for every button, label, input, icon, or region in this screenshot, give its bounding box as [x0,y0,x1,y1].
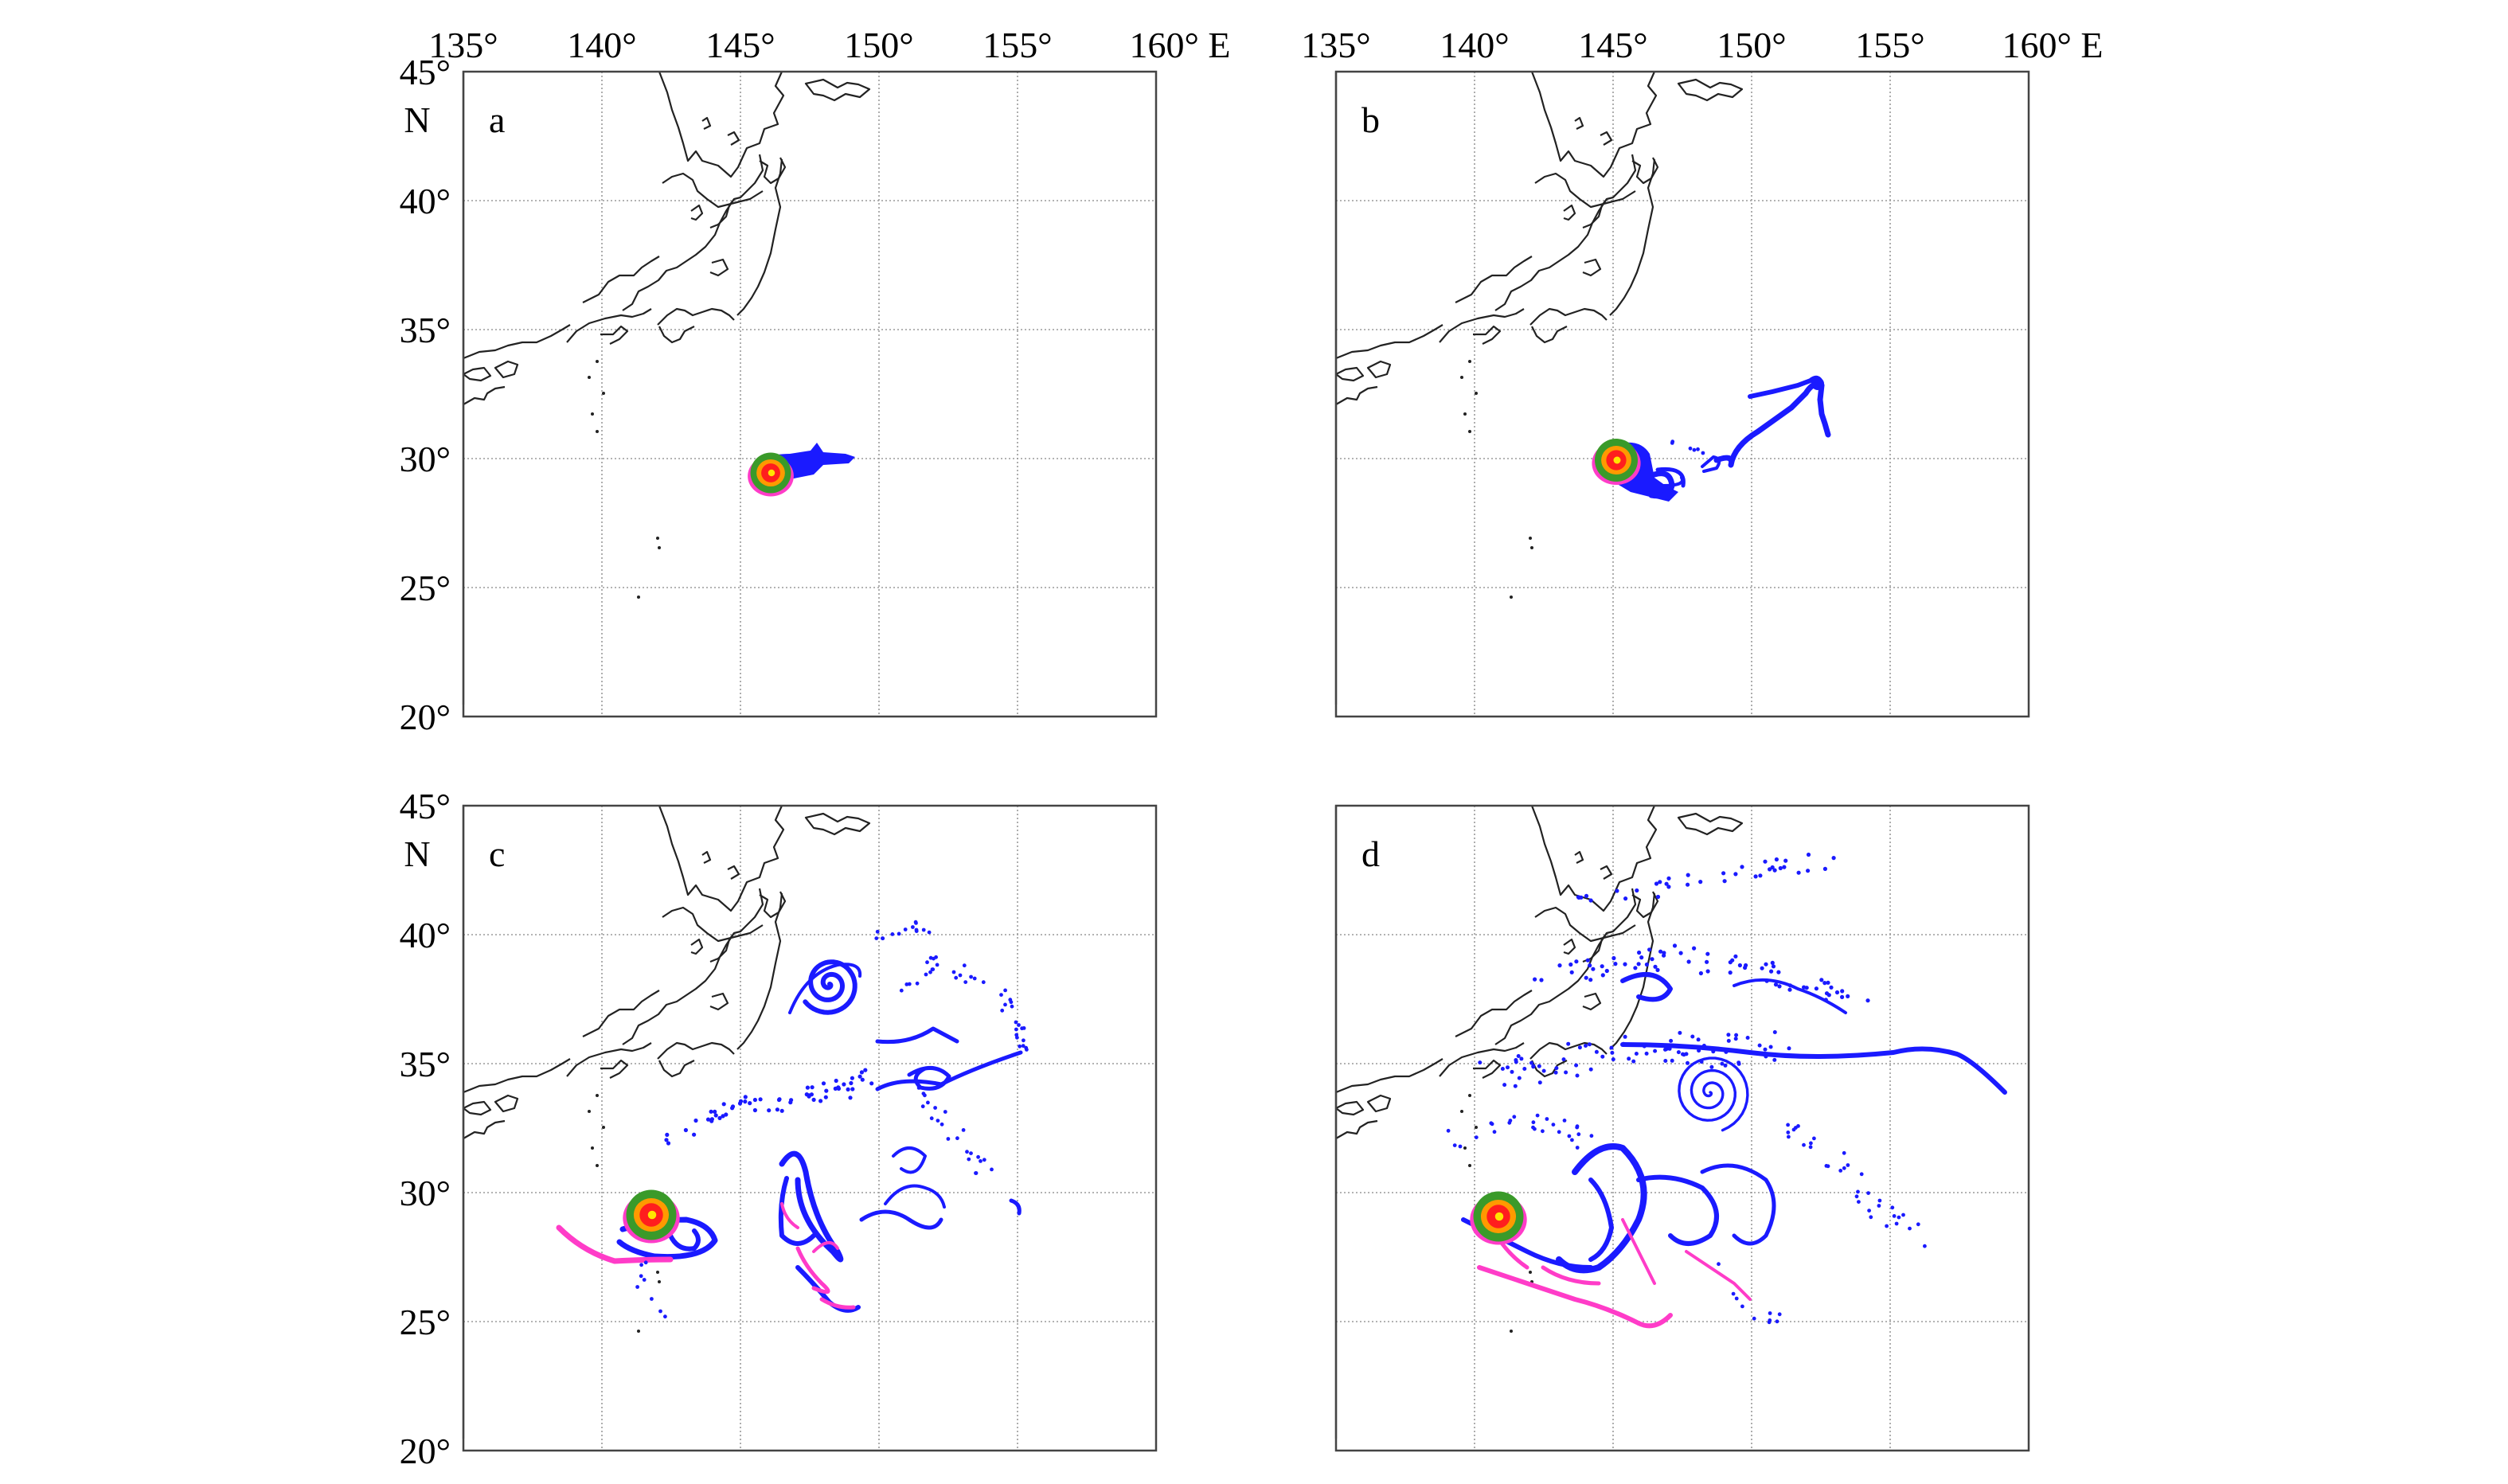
lat-tick-label: 40° [400,915,451,955]
panel-letter-c: c [489,834,505,874]
map-panel-c: c 45° 40° 35° 30° 25° 20° N [400,786,1158,1471]
graticule [1336,72,2029,717]
map-frame [462,804,1158,1452]
lat-tick-label: 35° [400,310,451,350]
panel-letter-b: b [1361,100,1380,140]
lon-tick-label: 135° [1301,25,1370,65]
lat-tick-label: 25° [400,1302,451,1342]
japan-coastline [1334,70,1744,706]
map-frame [462,70,1158,718]
lon-tick-label: 140° [567,25,636,65]
particle-plume-b [1592,375,1831,502]
lon-tick-label: 150° [1717,25,1786,65]
map-panel-d: d [1334,804,2030,1452]
particle-plume-a [748,443,855,497]
graticule [463,806,1156,1451]
lon-tick-label: 160° E [1130,25,1231,65]
lon-tick-label: 155° [982,25,1052,65]
lon-tick-label: 150° [844,25,913,65]
particle-plume-c [556,920,1029,1319]
lat-tick-label: 40° [400,181,451,221]
panel-letter-a: a [489,100,505,140]
lon-tick-label: 155° [1855,25,1924,65]
lon-tick-label: 140° [1440,25,1509,65]
lat-tick-label: 20° [400,1431,451,1471]
graticule [463,72,1156,717]
lon-tick-label: 145° [1578,25,1647,65]
lon-tick-label: 145° [705,25,775,65]
lat-tick-label: 25° [400,568,451,608]
lon-tick-label: 135° [428,25,498,65]
lat-tick-label: 45° [400,786,451,826]
map-frame [1334,70,2030,718]
particle-plume-d [1446,852,2007,1329]
lat-tick-label: 20° [400,697,451,737]
map-panel-a: a 135° 140° 145° 150° 155° 160° E 45° 40° 35° 30° 2… [400,25,1231,737]
japan-coastline [1334,804,1744,1440]
lat-tick-label: 35° [400,1044,451,1084]
lat-tick-label: 30° [400,439,451,479]
lat-tick-label: 30° [400,1173,451,1213]
japan-coastline [462,70,871,706]
lon-tick-label: 160° E [2002,25,2104,65]
japan-coastline [462,804,871,1440]
lat-unit-label: N [404,834,430,874]
lat-unit-label: N [404,100,430,140]
lat-tick-label: 45° [400,52,451,92]
graticule [1336,806,2029,1451]
panel-letter-d: d [1361,834,1380,874]
map-panel-b: b 135° 140° 145° 150° 155° 160° E [1301,25,2104,718]
map-frame [1334,804,2030,1452]
